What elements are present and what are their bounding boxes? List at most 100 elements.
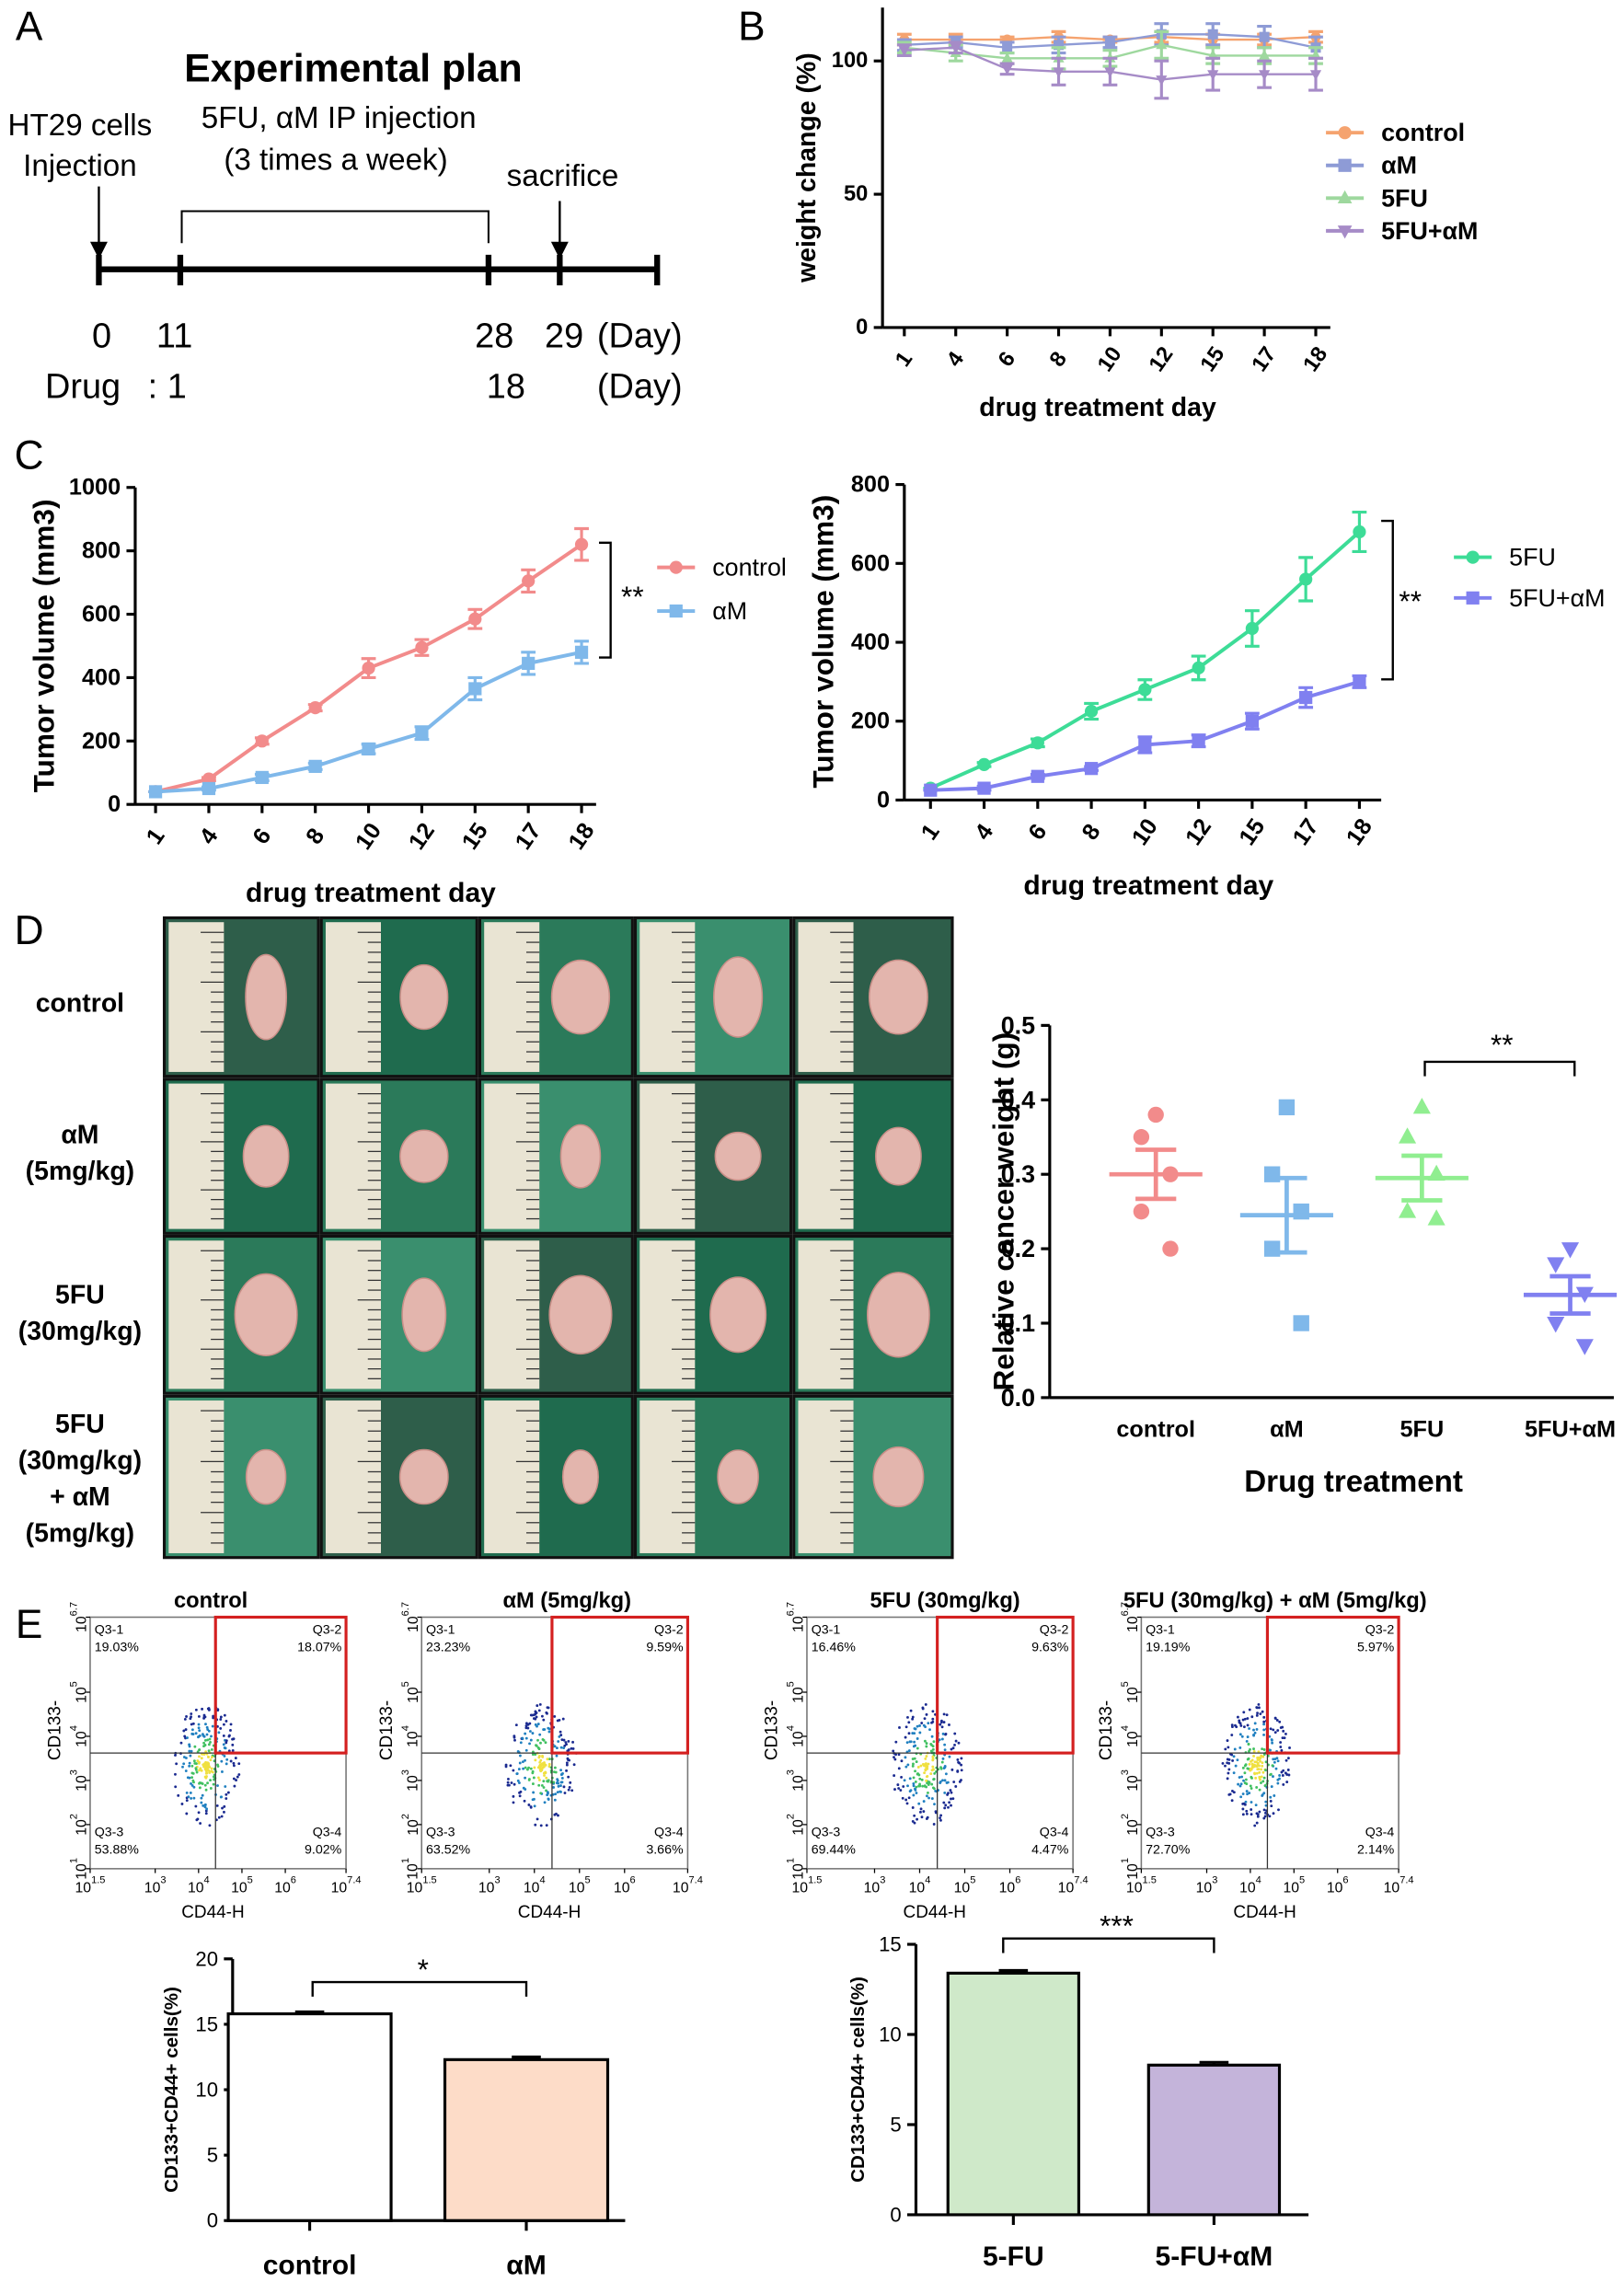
event-dot bbox=[199, 1822, 202, 1825]
event-dot bbox=[177, 1793, 180, 1797]
event-dot bbox=[909, 1709, 913, 1712]
gate bbox=[550, 1615, 689, 1755]
tick-exponent: 3 bbox=[880, 1874, 885, 1885]
event-dot bbox=[559, 1784, 562, 1788]
tick-base: 10 bbox=[1124, 1863, 1140, 1880]
photo-ruler bbox=[484, 1083, 540, 1229]
event-dot bbox=[190, 1781, 192, 1785]
event-dot bbox=[185, 1715, 188, 1718]
event-dot bbox=[236, 1775, 239, 1779]
data-point bbox=[924, 783, 938, 797]
event-dot bbox=[930, 1735, 934, 1738]
event-dot bbox=[513, 1782, 516, 1786]
event-dot bbox=[931, 1747, 935, 1751]
panel-label: A bbox=[16, 4, 43, 49]
event-dot bbox=[1262, 1723, 1266, 1726]
event-dot bbox=[174, 1754, 177, 1757]
tick-base: 10 bbox=[1124, 1687, 1140, 1703]
y-tick-label: 102 bbox=[400, 1814, 420, 1836]
quadrant-value: 23.23% bbox=[426, 1641, 471, 1655]
flow-title: αM (5mg/kg) bbox=[502, 1589, 631, 1613]
event-dot bbox=[191, 1722, 195, 1725]
event-dot bbox=[1255, 1771, 1259, 1775]
event-dot bbox=[206, 1781, 209, 1785]
event-dot bbox=[894, 1740, 898, 1744]
event-dot bbox=[519, 1741, 523, 1745]
tumor bbox=[242, 1124, 290, 1188]
event-dot bbox=[547, 1765, 551, 1768]
event-dot bbox=[1258, 1810, 1261, 1814]
y-tick-label: 104 bbox=[786, 1725, 806, 1747]
event-dot bbox=[1234, 1764, 1238, 1768]
tick-base: 10 bbox=[1124, 1616, 1140, 1632]
event-dot bbox=[1281, 1774, 1284, 1777]
event-dot bbox=[928, 1728, 931, 1732]
event-dot bbox=[1264, 1760, 1268, 1764]
data-point bbox=[1207, 70, 1219, 81]
event-dot bbox=[916, 1817, 919, 1821]
event-dot bbox=[542, 1718, 546, 1722]
event-dot bbox=[944, 1732, 948, 1735]
event-dot bbox=[1237, 1782, 1240, 1786]
event-dot bbox=[1258, 1788, 1261, 1792]
tumor bbox=[868, 959, 928, 1035]
photo-ruler bbox=[325, 922, 381, 1072]
event-dot bbox=[1247, 1757, 1250, 1760]
tumor bbox=[561, 1449, 599, 1504]
event-dot bbox=[532, 1776, 536, 1780]
event-dot bbox=[1280, 1748, 1284, 1752]
event-dot bbox=[224, 1746, 227, 1750]
event-dot bbox=[1241, 1766, 1245, 1769]
event-dot bbox=[206, 1761, 210, 1765]
event-dot bbox=[1258, 1764, 1261, 1768]
x-tick-label: 5FU bbox=[1399, 1417, 1444, 1443]
event-dot bbox=[202, 1745, 205, 1748]
y-tick-label: 103 bbox=[69, 1769, 89, 1792]
event-dot bbox=[903, 1779, 906, 1782]
event-dot bbox=[1283, 1736, 1286, 1740]
tick-exponent: 4 bbox=[786, 1725, 797, 1731]
event-dot bbox=[905, 1802, 909, 1805]
data-point bbox=[1278, 1099, 1296, 1116]
tumor bbox=[245, 953, 288, 1041]
event-dot bbox=[898, 1726, 901, 1729]
x-tick-label: 106 bbox=[274, 1874, 296, 1895]
bracket bbox=[180, 210, 490, 244]
event-dot bbox=[197, 1714, 201, 1718]
y-axis-label: weight change (%) bbox=[792, 52, 822, 283]
event-dot bbox=[186, 1736, 189, 1739]
event-dot bbox=[1227, 1746, 1230, 1749]
y-tick-label: 105 bbox=[400, 1681, 420, 1703]
event-dot bbox=[206, 1767, 210, 1770]
event-dot bbox=[939, 1816, 941, 1820]
event-dot bbox=[1264, 1769, 1267, 1772]
event-dot bbox=[543, 1761, 546, 1764]
x-tick-label: 101.5 bbox=[75, 1874, 105, 1895]
event-dot bbox=[204, 1750, 208, 1754]
event-dot bbox=[539, 1758, 543, 1762]
event-dot bbox=[1261, 1793, 1264, 1796]
row-label: αM bbox=[61, 1121, 98, 1150]
event-dot bbox=[1277, 1808, 1280, 1812]
event-dot bbox=[1224, 1747, 1227, 1751]
event-dot bbox=[924, 1768, 927, 1771]
event-dot bbox=[210, 1767, 213, 1770]
tick-exponent: 2 bbox=[69, 1814, 80, 1819]
event-dot bbox=[1273, 1758, 1277, 1761]
event-dot bbox=[205, 1725, 209, 1729]
event-dot bbox=[1238, 1733, 1242, 1736]
event-dot bbox=[194, 1732, 198, 1735]
event-dot bbox=[233, 1784, 236, 1788]
data-point bbox=[1245, 621, 1259, 636]
event-dot bbox=[917, 1784, 920, 1788]
y-tick-label: 0.1 bbox=[1001, 1309, 1035, 1337]
tick-base: 10 bbox=[144, 1880, 161, 1896]
event-dot bbox=[915, 1760, 918, 1764]
event-dot bbox=[186, 1776, 190, 1780]
event-dot bbox=[518, 1794, 522, 1798]
event-dot bbox=[1288, 1746, 1291, 1749]
event-dot bbox=[942, 1712, 946, 1716]
tumor bbox=[717, 1449, 759, 1504]
row-label: 5FU bbox=[55, 1410, 105, 1439]
data-point bbox=[1353, 524, 1366, 539]
